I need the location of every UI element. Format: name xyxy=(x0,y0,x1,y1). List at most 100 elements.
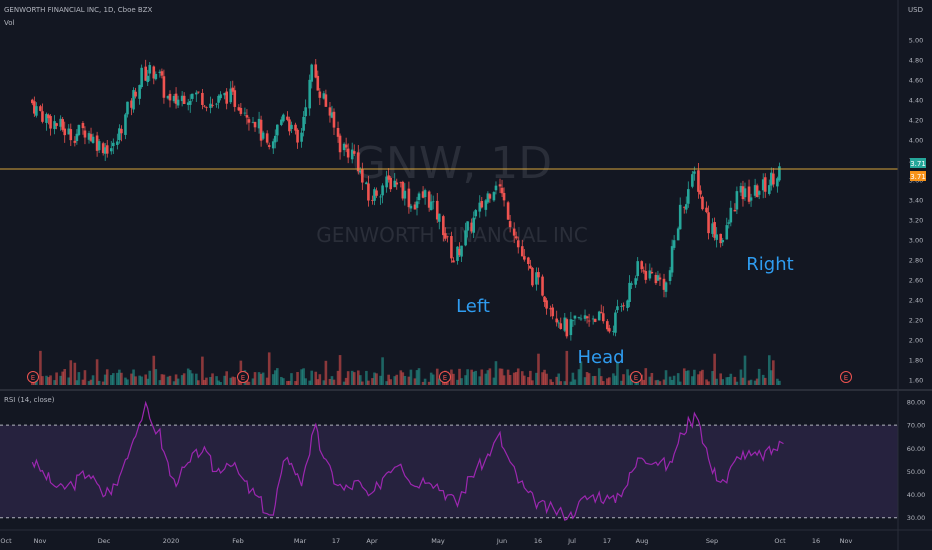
earnings-marker[interactable]: E xyxy=(237,371,249,383)
candle-body xyxy=(656,275,660,281)
candle-body xyxy=(116,141,119,145)
volume-bar xyxy=(195,373,198,385)
candle-body xyxy=(500,187,504,194)
earnings-marker[interactable]: E xyxy=(840,371,852,383)
annotation-head[interactable]: Head xyxy=(577,347,624,368)
candle-body xyxy=(385,176,388,188)
candle-body xyxy=(39,106,42,111)
volume-bar xyxy=(545,373,548,385)
volume-bar xyxy=(338,355,342,385)
candle-body xyxy=(229,88,233,103)
candle-body xyxy=(373,189,376,201)
candle-body xyxy=(502,193,506,201)
volume-bar xyxy=(435,368,439,385)
volume-bar xyxy=(361,381,364,385)
volume-bar xyxy=(205,377,208,385)
candle-body xyxy=(61,119,64,130)
candle-body xyxy=(265,133,269,143)
candle-body xyxy=(77,124,81,135)
volume-bar xyxy=(399,370,403,385)
price-tick-label: 3.20 xyxy=(909,217,923,225)
volume-bar xyxy=(55,372,58,385)
candle-body xyxy=(456,246,459,261)
candle-body xyxy=(101,143,105,154)
volume-bar xyxy=(458,368,461,385)
volume-bar xyxy=(585,372,589,385)
candle-body xyxy=(47,114,50,119)
volume-bar xyxy=(152,355,156,385)
price-tick-label: 1.80 xyxy=(909,357,923,365)
candle-body xyxy=(294,124,297,131)
earnings-marker[interactable]: E xyxy=(630,371,642,383)
earnings-marker-label: E xyxy=(443,374,447,382)
volume-bar xyxy=(727,376,731,385)
candle-body xyxy=(488,194,492,199)
volume-bar xyxy=(387,374,390,385)
volume-bar xyxy=(767,355,771,385)
volume-bar xyxy=(569,381,573,385)
price-tick-label: 5.00 xyxy=(909,37,923,45)
candle-body xyxy=(336,128,340,137)
volume-bar xyxy=(302,368,305,385)
candle-body xyxy=(180,95,184,102)
volume-bar xyxy=(300,369,303,385)
volume-bar xyxy=(711,371,714,385)
rsi-line[interactable] xyxy=(31,400,784,521)
volume-bar xyxy=(486,370,490,385)
candle-body xyxy=(138,85,141,99)
candle-body xyxy=(109,148,113,152)
candle-body xyxy=(375,190,378,196)
candle-body xyxy=(314,64,318,78)
time-axis[interactable]: Oct Nov Dec 2020 Feb Mar 17 Apr May Jun 16 Jul 17 Aug… xyxy=(0,537,852,545)
currency-label[interactable]: USD xyxy=(908,6,923,14)
candle-body xyxy=(290,124,293,130)
volume-bar xyxy=(126,379,129,385)
volume-label[interactable]: Vol xyxy=(4,19,15,27)
candle-body xyxy=(620,306,623,307)
volume-bar xyxy=(211,373,214,385)
candle-body xyxy=(59,118,62,127)
candle-body xyxy=(606,321,609,330)
volume-bar xyxy=(682,368,686,385)
volume-bar xyxy=(63,369,67,385)
annotation-left[interactable]: Left xyxy=(456,296,490,317)
volume-bar xyxy=(371,378,374,385)
rsi-tick-label: 60.00 xyxy=(907,445,926,453)
candle-body xyxy=(579,318,583,320)
candle-body xyxy=(729,207,733,223)
volume-bar xyxy=(480,369,484,385)
volume-bar xyxy=(421,381,425,385)
volume-bar xyxy=(89,379,93,385)
candle-body xyxy=(583,315,587,319)
volume-bar xyxy=(381,357,384,385)
candle-body xyxy=(725,225,729,240)
candle-body xyxy=(421,191,425,198)
earnings-marker[interactable]: E xyxy=(27,371,39,383)
volume-bar xyxy=(593,375,597,385)
candle-body xyxy=(247,119,251,123)
volume-bar xyxy=(140,376,143,385)
candle-body xyxy=(634,278,637,285)
volume-bar xyxy=(367,380,370,385)
candle-body xyxy=(409,205,413,209)
candle-body xyxy=(73,140,77,143)
volume-bar xyxy=(146,378,150,385)
rsi-title[interactable]: RSI (14, close) xyxy=(4,396,55,404)
candle-body xyxy=(585,316,589,319)
candle-body xyxy=(672,240,676,248)
candle-body xyxy=(551,307,554,317)
volume-bar xyxy=(389,379,392,385)
candle-body xyxy=(442,216,445,236)
candle-body xyxy=(338,135,342,153)
price-tag-lower-label: 3.71 xyxy=(910,173,926,181)
annotation-right[interactable]: Right xyxy=(746,254,793,275)
volume-bar xyxy=(620,380,623,385)
earnings-marker[interactable]: E xyxy=(439,371,451,383)
symbol-title[interactable]: GENWORTH FINANCIAL INC, 1D, Cboe BZX xyxy=(4,6,153,14)
volume-bar xyxy=(466,369,469,385)
candle-body xyxy=(555,318,558,323)
volume-bar xyxy=(132,369,135,385)
candle-body xyxy=(205,107,208,109)
volume-bar xyxy=(259,373,263,385)
